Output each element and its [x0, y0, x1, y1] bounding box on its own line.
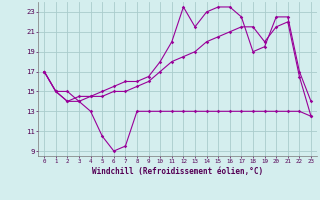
X-axis label: Windchill (Refroidissement éolien,°C): Windchill (Refroidissement éolien,°C): [92, 167, 263, 176]
